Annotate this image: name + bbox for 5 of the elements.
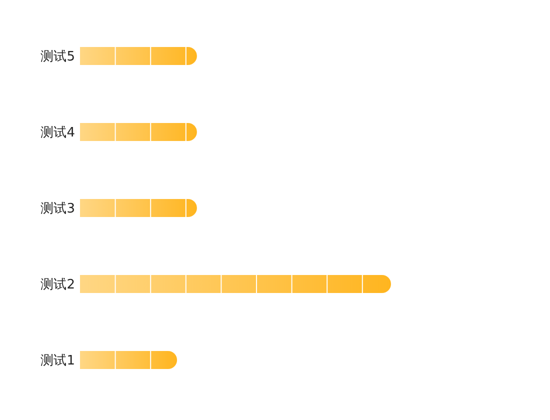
y-tick-label: 测试4 xyxy=(40,126,75,140)
y-tick-label: 测试1 xyxy=(40,354,75,368)
y-tick-label: 测试2 xyxy=(40,278,75,292)
y-tick-label: 测试5 xyxy=(40,50,75,64)
y-tick-label: 测试3 xyxy=(40,202,75,216)
